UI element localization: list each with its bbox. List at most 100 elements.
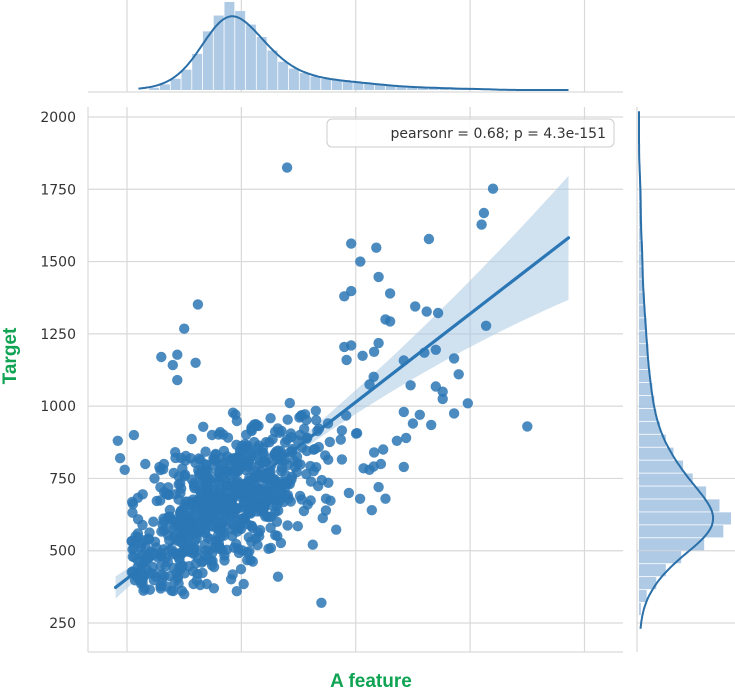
data-point [213, 543, 224, 554]
data-point [313, 441, 324, 453]
legend-frame [326, 118, 615, 148]
data-point [324, 436, 335, 448]
data-point [151, 571, 162, 583]
kde-curve-y [638, 111, 715, 629]
data-point [175, 478, 186, 489]
data-point [231, 514, 242, 526]
data-point [236, 451, 247, 462]
data-point [213, 476, 224, 488]
data-point [148, 516, 159, 527]
histogram-bar-y [639, 577, 657, 590]
data-point [225, 574, 237, 585]
data-point [282, 414, 293, 425]
data-point [239, 496, 250, 508]
data-point [302, 499, 313, 510]
data-point [437, 386, 448, 397]
data-point [158, 571, 170, 582]
histogram-bar-x [245, 24, 256, 90]
histogram-bar-x [256, 36, 267, 90]
data-point [156, 580, 167, 591]
data-point [421, 306, 432, 317]
histogram-bar-x [385, 85, 396, 90]
data-point [149, 473, 160, 484]
data-point [355, 256, 366, 267]
data-point [160, 561, 171, 572]
data-point [191, 575, 202, 586]
histogram-bar-y [639, 460, 684, 473]
data-point [292, 521, 303, 532]
data-point [230, 538, 242, 550]
data-point [170, 447, 181, 458]
data-point [351, 428, 363, 439]
data-point [129, 575, 141, 586]
data-point [197, 567, 208, 579]
data-point [522, 421, 533, 432]
y-tick-label: 1500 [40, 255, 76, 271]
data-point [254, 524, 266, 536]
data-point [218, 429, 229, 440]
histogram-bar-y [639, 512, 731, 525]
data-point [260, 456, 272, 468]
data-point [197, 494, 208, 505]
data-point [398, 461, 409, 473]
histogram-bar-y [639, 357, 649, 370]
data-point [375, 458, 387, 470]
histogram-bar-y [639, 344, 649, 357]
data-point [407, 418, 419, 429]
data-point [335, 434, 346, 445]
data-point [307, 539, 318, 550]
data-point [426, 419, 437, 431]
data-point [192, 299, 204, 310]
histogram-bar-x [192, 53, 203, 90]
data-point [252, 443, 263, 455]
data-point [132, 514, 144, 525]
data-point [195, 476, 206, 487]
data-point [128, 429, 140, 441]
data-point [285, 496, 296, 507]
y-tick-label: 750 [49, 471, 76, 487]
data-point [299, 423, 310, 435]
data-point [158, 464, 169, 475]
data-point [183, 506, 195, 517]
data-point [260, 437, 272, 448]
data-point [343, 487, 355, 499]
pearson-annotation: pearsonr = 0.68; p = 4.3e-151 [391, 126, 606, 142]
data-point [279, 437, 291, 448]
data-point [331, 524, 342, 535]
histogram-bar-x [267, 50, 278, 90]
histogram-bar-y [639, 253, 643, 266]
data-point [320, 493, 332, 504]
regression-line-path [113, 236, 571, 590]
data-point [158, 513, 169, 524]
data-point [127, 496, 138, 508]
marginal-x-histogram [138, 2, 569, 91]
data-point [144, 584, 156, 595]
x-axis-title: A feature [330, 671, 412, 692]
histogram-bar-x [417, 87, 428, 90]
data-point [341, 354, 352, 366]
histogram-bar-y [639, 589, 647, 603]
data-point [220, 486, 231, 497]
data-point [177, 546, 188, 557]
histogram-bar-y [639, 408, 657, 421]
data-point [384, 316, 396, 327]
histogram-bar-y [639, 279, 643, 292]
data-point [167, 545, 178, 556]
histogram-bar-x [428, 87, 439, 90]
data-point [265, 489, 276, 501]
data-point [186, 433, 197, 445]
data-point [448, 408, 460, 419]
data-point [339, 341, 350, 353]
data-point [285, 428, 297, 439]
data-point [218, 445, 230, 457]
data-point [169, 575, 181, 587]
data-point [317, 512, 328, 524]
data-point [179, 323, 190, 334]
data-point [186, 474, 198, 485]
data-point [137, 489, 148, 500]
data-point [373, 481, 384, 493]
histogram-bar-y [639, 564, 666, 577]
data-point [281, 162, 293, 173]
histogram-bar-y [639, 525, 724, 538]
histogram-bar-y [639, 240, 643, 253]
